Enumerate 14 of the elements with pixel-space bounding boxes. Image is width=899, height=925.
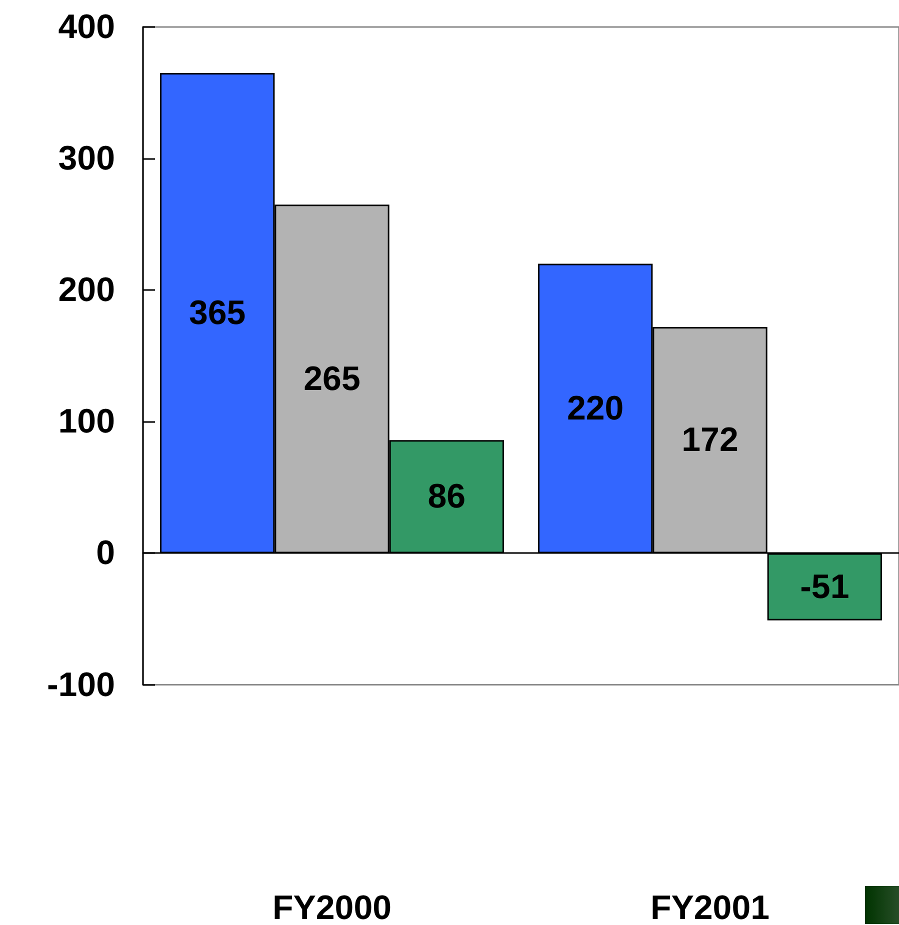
data-label: 86 — [428, 478, 466, 516]
y-tick-label: 200 — [58, 271, 115, 310]
data-label: 172 — [682, 421, 738, 460]
y-tick-label: -100 — [46, 666, 115, 704]
x-tick-label: FY2000 — [272, 889, 392, 925]
data-label: 365 — [188, 294, 246, 332]
x-tick-label: FY2001 — [650, 889, 770, 925]
y-tick-label: 300 — [58, 140, 115, 178]
y-tick-label: 400 — [58, 8, 115, 46]
y-tick-label: 100 — [58, 402, 115, 441]
data-label: 220 — [566, 390, 624, 428]
y-tick-label: 0 — [96, 534, 115, 572]
data-label: -51 — [800, 568, 850, 606]
data-label: 265 — [304, 360, 360, 398]
